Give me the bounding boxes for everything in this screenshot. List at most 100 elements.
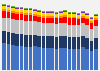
Bar bbox=[11, 7, 15, 8]
Bar bbox=[55, 37, 58, 49]
Bar bbox=[50, 36, 54, 48]
Bar bbox=[85, 49, 89, 70]
Bar bbox=[20, 9, 24, 12]
Bar bbox=[7, 10, 10, 12]
Bar bbox=[28, 9, 32, 10]
Bar bbox=[24, 8, 28, 9]
Bar bbox=[81, 13, 85, 16]
Bar bbox=[37, 36, 41, 47]
Bar bbox=[85, 13, 89, 14]
Bar bbox=[55, 14, 58, 17]
Bar bbox=[72, 18, 76, 25]
Bar bbox=[11, 19, 15, 33]
Bar bbox=[7, 6, 10, 7]
Bar bbox=[11, 33, 15, 45]
Bar bbox=[37, 22, 41, 36]
Bar bbox=[85, 19, 89, 25]
Bar bbox=[68, 12, 72, 13]
Bar bbox=[42, 12, 45, 13]
Bar bbox=[90, 41, 93, 51]
Bar bbox=[24, 21, 28, 35]
Bar bbox=[68, 14, 72, 17]
Bar bbox=[59, 36, 63, 48]
Bar bbox=[33, 10, 37, 11]
Bar bbox=[15, 20, 19, 34]
Bar bbox=[11, 11, 15, 13]
Bar bbox=[20, 46, 24, 70]
Bar bbox=[46, 23, 50, 36]
Bar bbox=[72, 13, 76, 14]
Bar bbox=[63, 15, 67, 17]
Bar bbox=[94, 26, 98, 38]
Bar bbox=[46, 36, 50, 48]
Bar bbox=[46, 48, 50, 70]
Bar bbox=[20, 7, 24, 8]
Bar bbox=[7, 7, 10, 10]
Bar bbox=[50, 18, 54, 23]
Bar bbox=[90, 23, 93, 29]
Bar bbox=[68, 17, 72, 18]
Bar bbox=[63, 10, 67, 11]
Bar bbox=[94, 15, 98, 16]
Bar bbox=[94, 49, 98, 70]
Bar bbox=[55, 24, 58, 37]
Bar bbox=[72, 12, 76, 13]
Bar bbox=[20, 14, 24, 20]
Bar bbox=[24, 10, 28, 13]
Bar bbox=[94, 16, 98, 18]
Bar bbox=[24, 35, 28, 47]
Bar bbox=[33, 14, 37, 16]
Bar bbox=[28, 35, 32, 47]
Bar bbox=[37, 11, 41, 12]
Bar bbox=[11, 8, 15, 11]
Bar bbox=[63, 12, 67, 15]
Bar bbox=[85, 14, 89, 15]
Bar bbox=[85, 15, 89, 18]
Bar bbox=[50, 48, 54, 70]
Bar bbox=[7, 18, 10, 32]
Bar bbox=[28, 15, 32, 21]
Bar bbox=[28, 47, 32, 70]
Bar bbox=[37, 10, 41, 11]
Bar bbox=[20, 20, 24, 34]
Bar bbox=[7, 5, 10, 6]
Bar bbox=[63, 17, 67, 23]
Bar bbox=[50, 12, 54, 13]
Bar bbox=[72, 37, 76, 49]
Bar bbox=[59, 11, 63, 12]
Bar bbox=[24, 9, 28, 10]
Bar bbox=[11, 13, 15, 19]
Bar bbox=[15, 14, 19, 20]
Bar bbox=[81, 12, 85, 13]
Bar bbox=[63, 11, 67, 12]
Bar bbox=[37, 15, 41, 17]
Bar bbox=[90, 19, 93, 21]
Bar bbox=[76, 19, 80, 25]
Bar bbox=[55, 18, 58, 24]
Bar bbox=[81, 11, 85, 12]
Bar bbox=[90, 51, 93, 70]
Bar bbox=[90, 29, 93, 41]
Bar bbox=[59, 18, 63, 23]
Bar bbox=[2, 4, 6, 5]
Bar bbox=[50, 11, 54, 12]
Bar bbox=[68, 13, 72, 14]
Bar bbox=[28, 13, 32, 15]
Bar bbox=[76, 25, 80, 37]
Bar bbox=[94, 38, 98, 49]
Bar bbox=[33, 21, 37, 35]
Bar bbox=[76, 37, 80, 49]
Bar bbox=[68, 25, 72, 37]
Bar bbox=[59, 12, 63, 13]
Bar bbox=[2, 43, 6, 70]
Bar bbox=[20, 8, 24, 9]
Bar bbox=[24, 47, 28, 70]
Bar bbox=[24, 15, 28, 21]
Bar bbox=[46, 13, 50, 16]
Bar bbox=[42, 13, 45, 16]
Bar bbox=[72, 49, 76, 70]
Bar bbox=[42, 11, 45, 12]
Bar bbox=[20, 12, 24, 14]
Bar bbox=[59, 13, 63, 16]
Bar bbox=[2, 6, 6, 9]
